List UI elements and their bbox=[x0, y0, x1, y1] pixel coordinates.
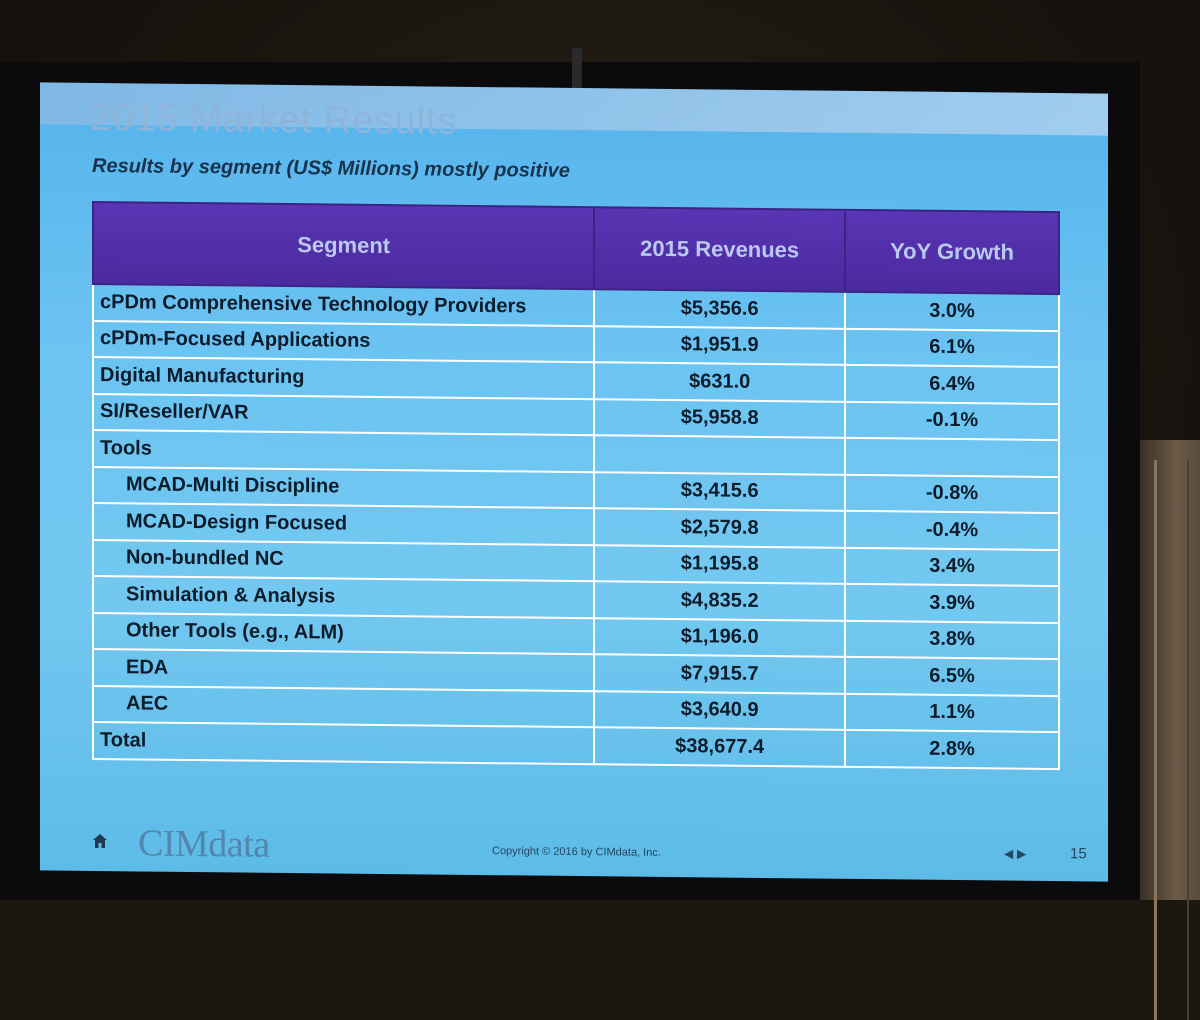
projected-slide: 2015 Market Results Results by segment (… bbox=[40, 82, 1108, 882]
growth-cell: -0.8% bbox=[845, 474, 1059, 514]
screen-hook bbox=[572, 48, 582, 92]
table-header-row: Segment 2015 Revenues YoY Growth bbox=[93, 201, 1059, 295]
wall-paneling bbox=[1140, 440, 1200, 1020]
revenue-cell: $5,356.6 bbox=[594, 289, 846, 329]
segment-cell: Digital Manufacturing bbox=[93, 356, 595, 399]
segment-cell: EDA bbox=[93, 648, 595, 691]
revenue-cell: $7,915.7 bbox=[594, 654, 846, 694]
growth-cell: 3.8% bbox=[845, 620, 1059, 660]
segment-cell: Total bbox=[93, 721, 595, 764]
segment-cell: Simulation & Analysis bbox=[93, 575, 595, 618]
segment-cell: MCAD-Multi Discipline bbox=[93, 466, 595, 509]
slide-title: 2015 Market Results bbox=[90, 96, 458, 143]
segment-cell: MCAD-Design Focused bbox=[93, 502, 595, 545]
slide-subtitle: Results by segment (US$ Millions) mostly… bbox=[92, 154, 570, 182]
revenue-cell: $2,579.8 bbox=[594, 508, 846, 548]
revenue-cell: $1,195.8 bbox=[594, 544, 846, 584]
column-header-yoy-growth: YoY Growth bbox=[845, 209, 1059, 295]
segment-cell: cPDm Comprehensive Technology Providers bbox=[93, 283, 595, 326]
page-number: 15 bbox=[1070, 845, 1087, 863]
growth-cell: 2.8% bbox=[845, 729, 1059, 769]
growth-cell: 6.4% bbox=[845, 364, 1059, 404]
growth-cell: 6.1% bbox=[845, 328, 1059, 368]
revenue-cell: $3,640.9 bbox=[594, 690, 846, 730]
revenue-cell: $5,958.8 bbox=[594, 398, 846, 438]
revenue-cell: $38,677.4 bbox=[594, 727, 846, 767]
market-results-table: Segment 2015 Revenues YoY Growth cPDm Co… bbox=[92, 201, 1060, 770]
growth-cell: -0.4% bbox=[845, 510, 1059, 550]
revenue-cell: $4,835.2 bbox=[594, 581, 846, 621]
growth-cell bbox=[845, 437, 1059, 477]
growth-cell: -0.1% bbox=[845, 401, 1059, 441]
column-header-segment: Segment bbox=[93, 201, 595, 290]
nav-arrows-icon: ◀ ▶ bbox=[1004, 846, 1027, 861]
revenue-cell: $1,196.0 bbox=[594, 617, 846, 657]
growth-cell: 1.1% bbox=[845, 693, 1059, 733]
segment-cell: Non-bundled NC bbox=[93, 539, 595, 582]
growth-cell: 6.5% bbox=[845, 656, 1059, 696]
segment-cell: Other Tools (e.g., ALM) bbox=[93, 612, 595, 655]
column-header-revenues: 2015 Revenues bbox=[594, 207, 846, 292]
revenue-cell: $3,415.6 bbox=[594, 471, 846, 511]
segment-cell: Tools bbox=[93, 429, 595, 472]
segment-cell: SI/Reseller/VAR bbox=[93, 393, 595, 436]
slide-footer: CIMdata Copyright © 2016 by CIMdata, Inc… bbox=[40, 818, 1108, 881]
revenue-cell: $1,951.9 bbox=[594, 325, 846, 365]
growth-cell: 3.0% bbox=[845, 291, 1059, 331]
wall-molding bbox=[1154, 460, 1189, 1020]
growth-cell: 3.9% bbox=[845, 583, 1059, 623]
copyright-text: Copyright © 2016 by CIMdata, Inc. bbox=[492, 845, 661, 859]
revenue-cell: $631.0 bbox=[594, 362, 846, 402]
segment-cell: AEC bbox=[93, 685, 595, 728]
home-icon bbox=[93, 834, 107, 849]
revenue-cell bbox=[594, 435, 846, 475]
growth-cell: 3.4% bbox=[845, 547, 1059, 587]
cimdata-logo: CIMdata bbox=[138, 822, 270, 866]
segment-cell: cPDm-Focused Applications bbox=[93, 320, 595, 363]
